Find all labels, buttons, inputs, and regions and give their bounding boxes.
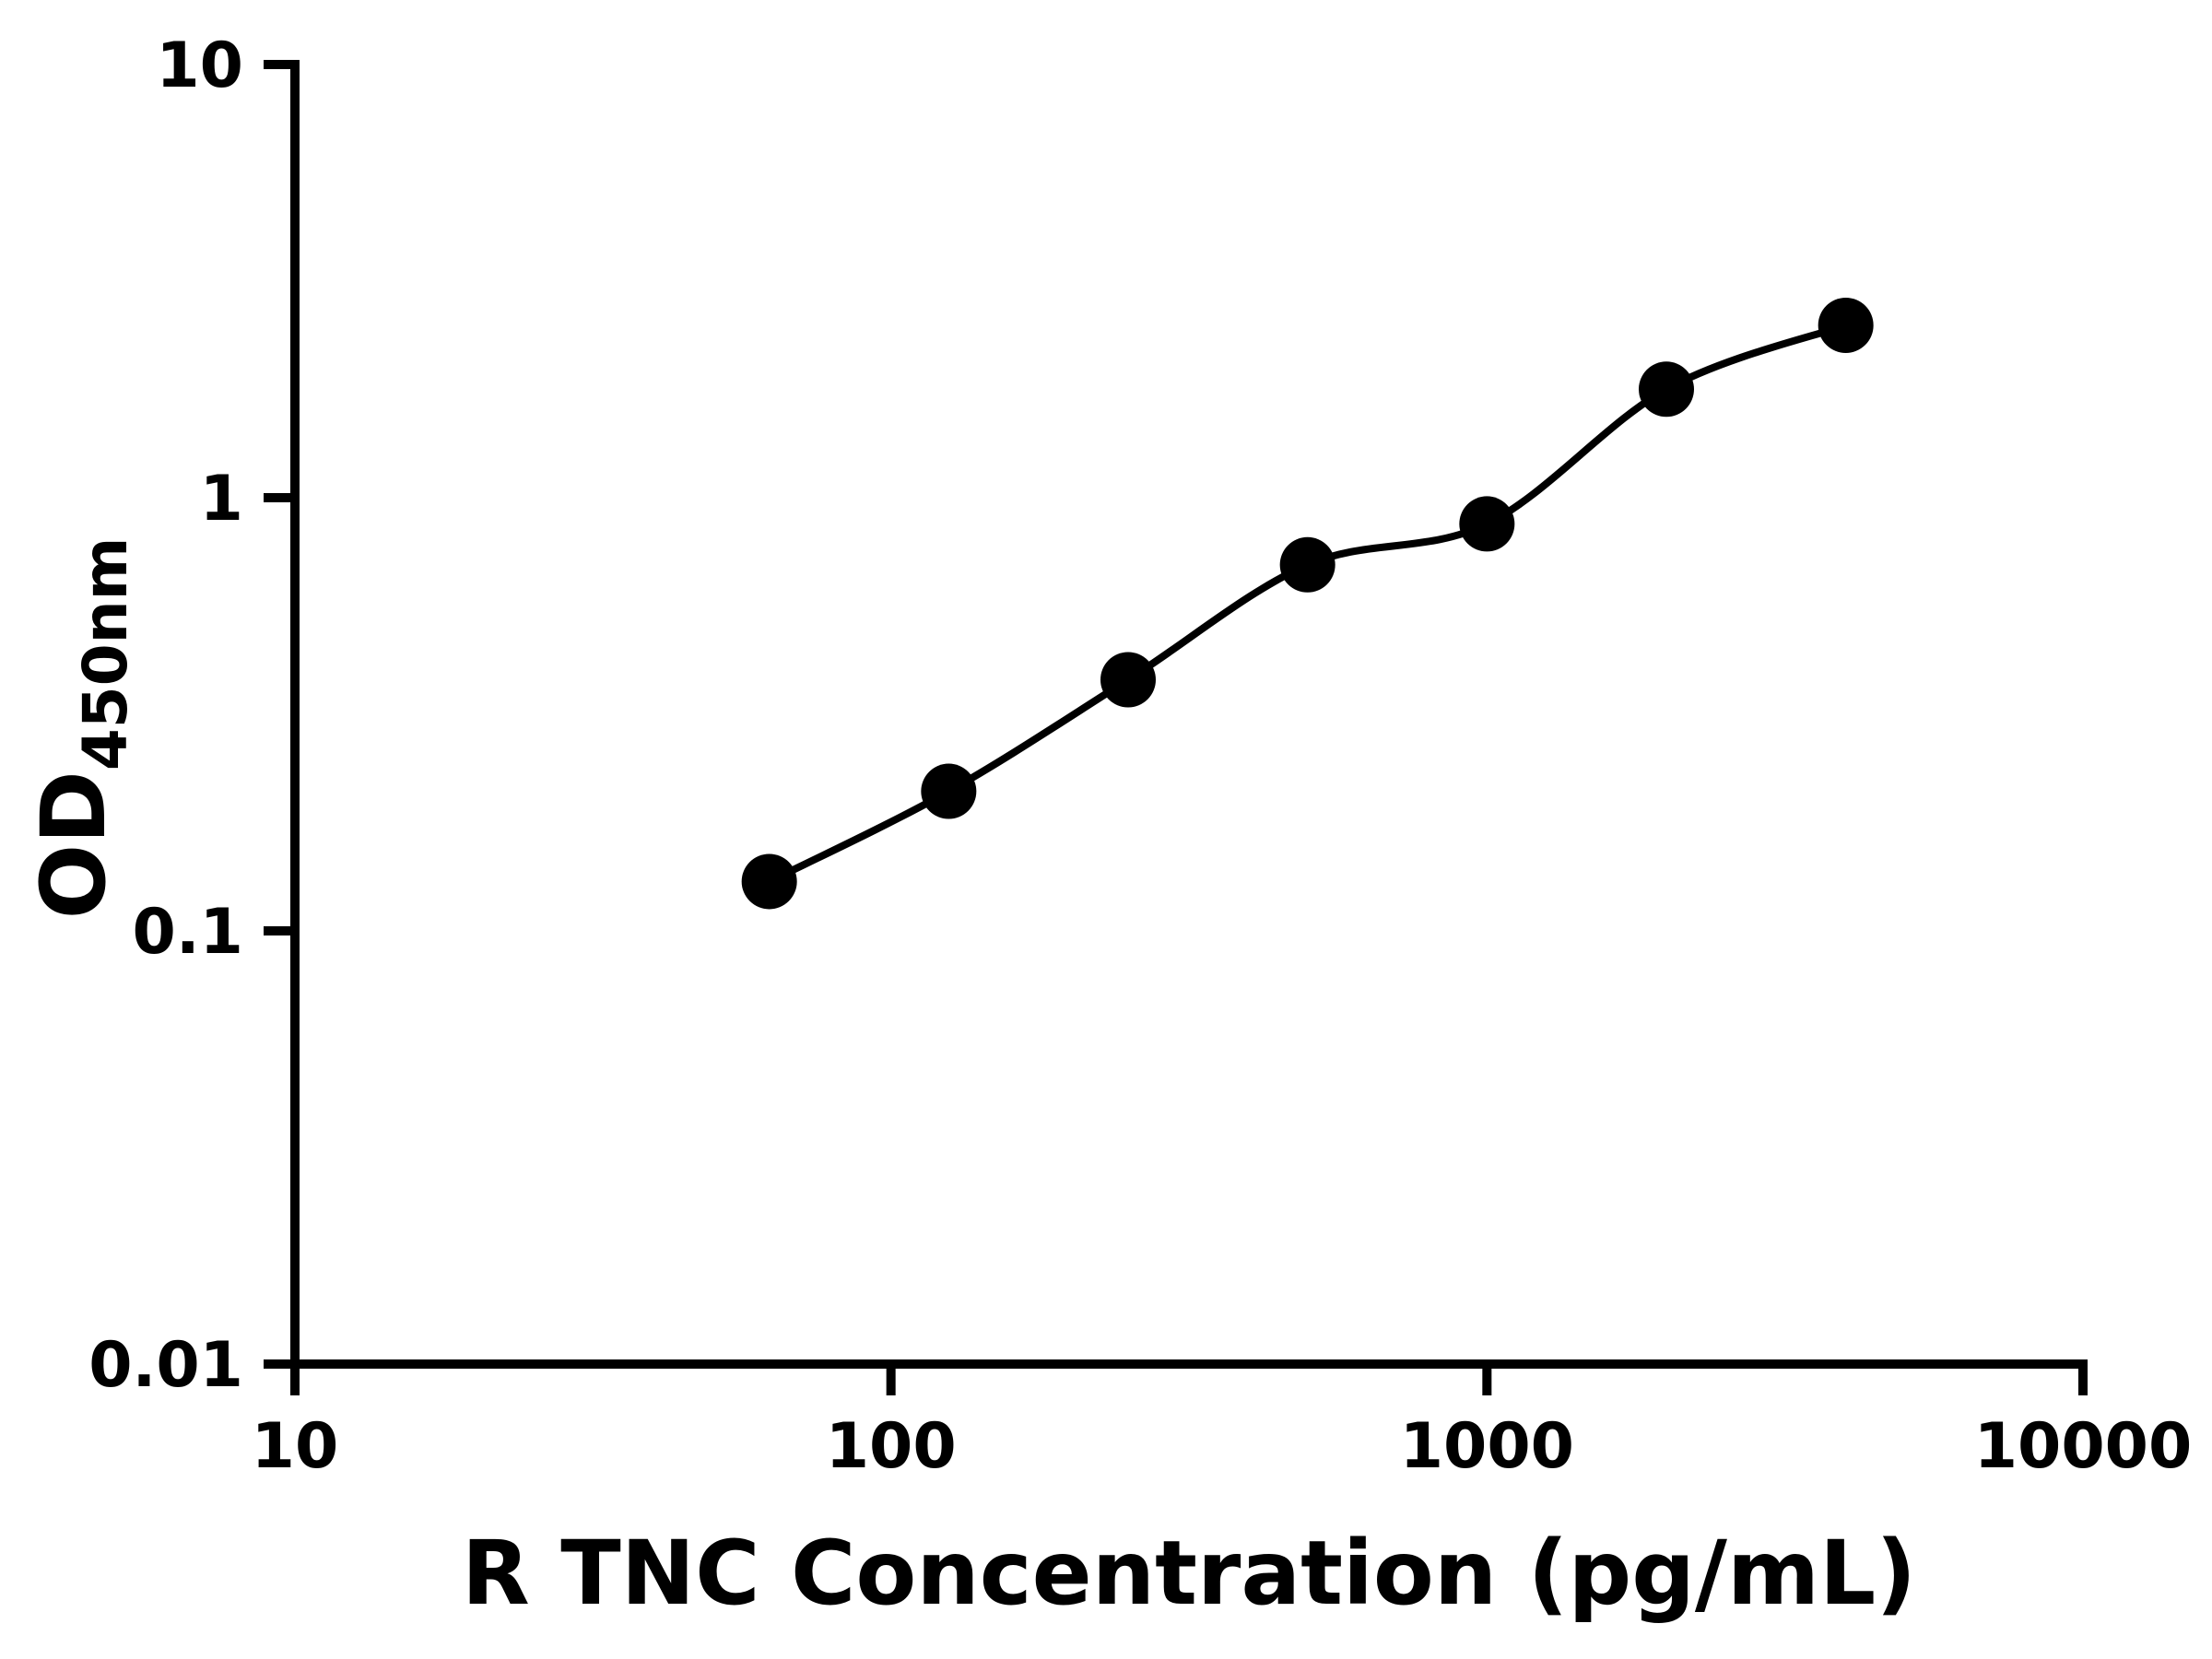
axis-spine (290, 60, 2088, 1369)
data-point (921, 763, 977, 819)
data-point (741, 853, 797, 910)
data-point (1459, 496, 1515, 552)
data-point (1638, 361, 1694, 418)
data-point (1100, 652, 1157, 708)
axes-group: 10 100 1000 10000 0.01 0.1 1 10 (88, 29, 2192, 1483)
data-point (1818, 297, 1874, 353)
y-tick-label: 0.1 (133, 896, 243, 969)
x-tick-label: 10 (252, 1410, 339, 1483)
y-axis-title-sub: 450nm (70, 536, 141, 771)
x-tick-label: 1000 (1400, 1410, 1574, 1483)
x-tick-label: 100 (826, 1410, 957, 1483)
y-axis-title: OD450nm (22, 537, 141, 920)
y-axis-title-main: OD (22, 771, 125, 920)
series-group (741, 297, 1874, 910)
data-point (1279, 536, 1335, 593)
y-tick-label: 1 (200, 463, 243, 535)
x-axis-title: R TNC Concentration (pg/mL) (462, 1522, 1916, 1625)
x-tick-label: 10000 (1974, 1410, 2193, 1483)
y-tick-label: 10 (156, 29, 243, 102)
y-tick-label: 0.01 (88, 1329, 243, 1402)
